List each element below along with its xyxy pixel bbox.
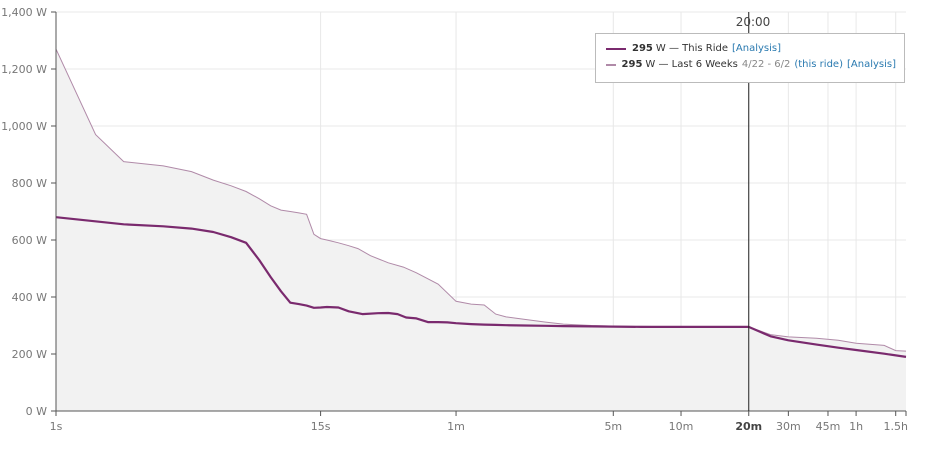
x-tick-label: 15s (311, 420, 331, 433)
x-tick-label: 1m (447, 420, 465, 433)
y-tick-label: 800 W (12, 177, 47, 190)
x-tick-label: 1h (849, 420, 863, 433)
legend-row-this-ride: 295 W — This Ride [Analysis] (606, 41, 896, 57)
y-tick-label: 1,200 W (1, 63, 47, 76)
legend-date-range: 4/22 - 6/2 (741, 59, 791, 70)
x-tick-label: 1s (50, 420, 63, 433)
series-layer (55, 48, 907, 411)
legend-value: 295 (621, 59, 643, 70)
y-tick-label: 400 W (12, 291, 47, 304)
analysis-link[interactable]: [Analysis] (846, 59, 896, 70)
x-tick-label: 5m (604, 420, 622, 433)
legend-unit: W (655, 43, 666, 54)
chart-legend: 295 W — This Ride [Analysis] 295 W — Las… (595, 33, 905, 83)
x-tick-label: 30m (776, 420, 801, 433)
legend-value: 295 (632, 43, 653, 54)
analysis-link[interactable]: [Analysis] (731, 43, 781, 54)
y-tick-label: 1,400 W (1, 6, 47, 19)
legend-row-last-6-weeks: 295 W — Last 6 Weeks 4/22 - 6/2 (this ri… (606, 57, 896, 73)
x-tick-label: 45m (816, 420, 841, 433)
legend-series-name: — This Ride (668, 43, 728, 54)
series-line-this-ride (55, 216, 907, 358)
this-ride-link[interactable]: (this ride) (794, 59, 843, 70)
legend-series-name: — Last 6 Weeks (658, 59, 738, 70)
series-area-last-6-weeks (56, 49, 906, 411)
y-tick-label: 200 W (12, 348, 47, 361)
legend-swatch-this-ride (606, 48, 626, 50)
y-tick-label: 0 W (26, 405, 47, 418)
axes (51, 11, 907, 416)
x-tick-label: 20m (735, 420, 762, 433)
x-tick-label: 10m (669, 420, 694, 433)
legend-unit: W (645, 59, 656, 70)
y-tick-label: 1,000 W (1, 120, 47, 133)
tick-labels: 0 W 200 W 400 W 600 W 800 W 1,000 W 1,200 W 1,4… (1, 6, 908, 433)
legend-swatch-last-6-weeks (606, 64, 616, 66)
y-tick-label: 600 W (12, 234, 47, 247)
cursor-time-label: 20:00 (736, 15, 771, 29)
x-tick-label: 1.5h (883, 420, 907, 433)
